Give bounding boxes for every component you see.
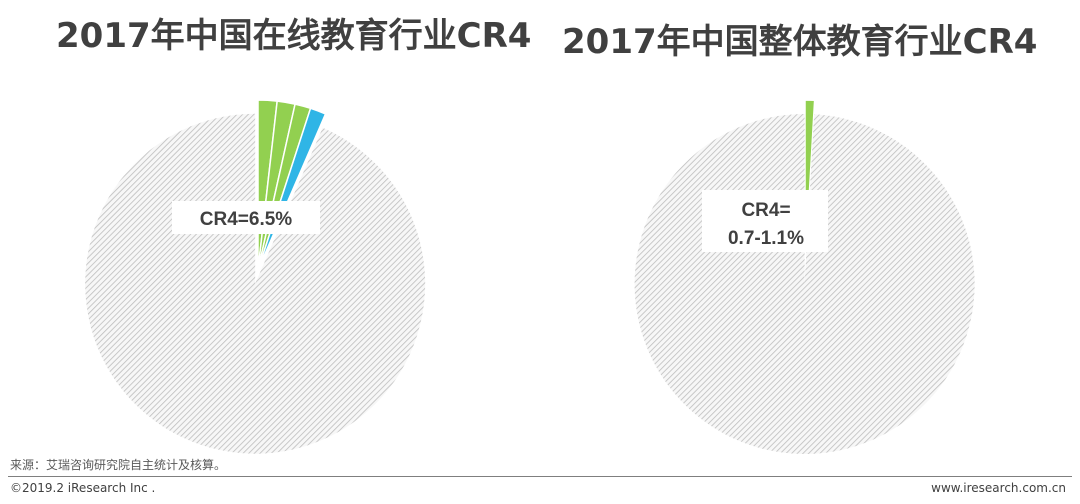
annotation-left-box: [172, 201, 320, 234]
annotation-right-line2: 0.7-1.1%: [728, 228, 804, 249]
copyright-text: ©2019.2 iResearch Inc .: [10, 481, 156, 495]
pie-slice-0-4: [85, 113, 426, 454]
pie-left: [85, 99, 426, 454]
annotation-right-line1: CR4=: [741, 200, 790, 221]
pie-right: [634, 99, 975, 454]
chart-title-right: 2017年中国整体教育行业CR4: [562, 22, 1038, 62]
annotation-right-box: [702, 190, 828, 252]
annotation-right: CR4= 0.7-1.1%: [702, 190, 828, 252]
website-link[interactable]: www.iresearch.com.cn: [931, 481, 1066, 495]
annotation-left-text: CR4=6.5%: [200, 209, 293, 230]
footer-divider: [8, 476, 1072, 477]
chart-title-left: 2017年中国在线教育行业CR4: [56, 16, 532, 56]
source-note: 来源：艾瑞咨询研究院自主统计及核算。: [10, 458, 227, 472]
annotation-left: CR4=6.5%: [172, 201, 320, 234]
